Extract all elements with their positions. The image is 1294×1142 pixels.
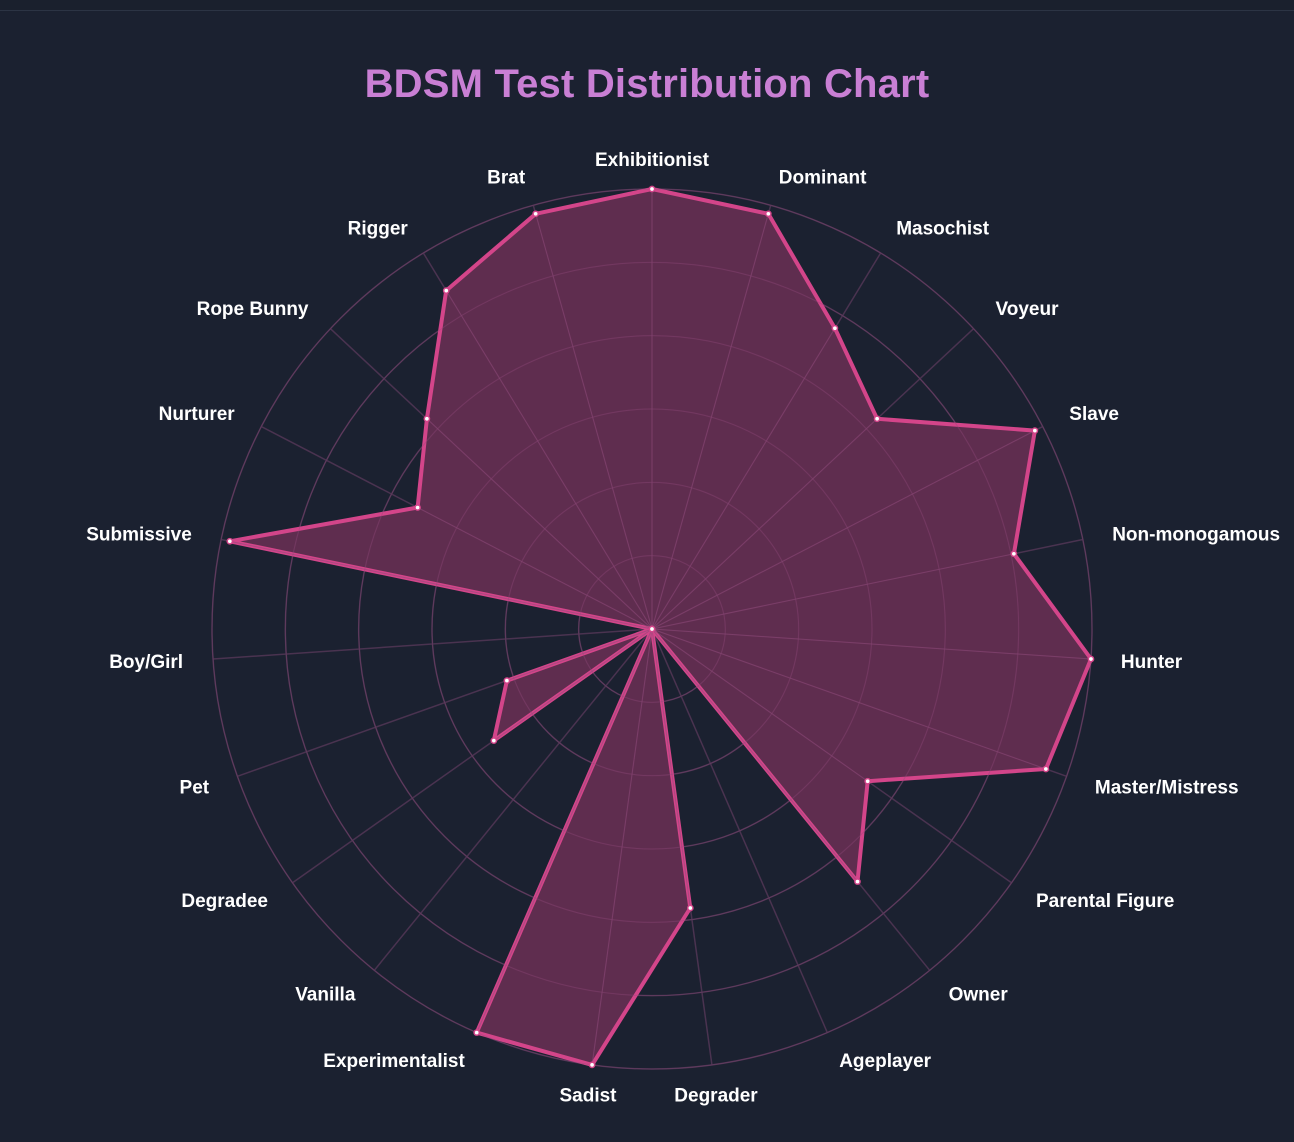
data-point-sadist [588, 1061, 596, 1069]
axis-label-voyeur: Voyeur [996, 299, 1060, 320]
axis-label-hunter: Hunter [1121, 652, 1183, 673]
data-point-boy-girl [648, 625, 656, 633]
data-point-degradee [490, 737, 498, 744]
inner-spoke [651, 628, 1092, 660]
inner-ring [431, 408, 873, 850]
inner-spoke [651, 327, 836, 630]
data-point-parental-figure [864, 777, 872, 785]
axis-label-boy-girl: Boy/Girl [109, 652, 183, 673]
data-point-experimentalist [473, 1029, 481, 1036]
axis-label-pet: Pet [180, 777, 210, 798]
top-bar [0, 0, 1294, 11]
axis-label-owner: Owner [949, 985, 1009, 1006]
axis-label-experimentalist: Experimentalist [323, 1051, 465, 1072]
inner-spoke [493, 628, 653, 742]
inner-spoke [476, 628, 653, 1033]
data-point-owner [854, 878, 861, 885]
axis-label-parental-figure: Parental Figure [1036, 891, 1174, 912]
data-point-hunter [1087, 655, 1095, 663]
inner-spoke [651, 418, 878, 630]
inner-spoke [591, 628, 653, 1065]
inner-spoke [229, 540, 653, 630]
data-point-slave [1031, 427, 1039, 434]
inner-spoke [651, 553, 1014, 630]
chart-title: BDSM Test Distribution Chart [364, 62, 930, 106]
data-point-exhibitionist [648, 185, 656, 193]
inner-spoke [506, 628, 653, 682]
axis-label-sadist: Sadist [559, 1086, 617, 1107]
axis-label-rigger: Rigger [348, 218, 409, 239]
axis-label-rope-bunny: Rope Bunny [197, 299, 309, 320]
axis-label-submissive: Submissive [86, 524, 192, 545]
axis-label-slave: Slave [1069, 404, 1119, 425]
data-point-pet [503, 677, 511, 684]
data-point-rope-bunny [423, 415, 431, 423]
series-layer [211, 185, 1095, 1070]
data-point-submissive [226, 537, 234, 545]
data-point-rigger [442, 287, 450, 294]
inner-spoke [651, 213, 769, 630]
data-point-non-monogamous [1010, 550, 1018, 558]
inner-spoke [417, 507, 653, 630]
inner-spoke [651, 628, 858, 882]
data-point-brat [532, 210, 540, 218]
inner-spoke [426, 418, 653, 630]
axis-label-master-mistress: Master/Mistress [1095, 777, 1239, 798]
axis-label-brat: Brat [487, 167, 526, 188]
inner-spoke [651, 628, 1047, 770]
grid-spoke [212, 628, 653, 660]
inner-ring [284, 261, 1020, 997]
axis-label-nurturer: Nurturer [159, 404, 236, 425]
inner-ring [358, 335, 946, 923]
data-point-nurturer [414, 504, 421, 511]
inner-ring [504, 481, 800, 777]
grid-spoke [373, 628, 653, 971]
label-layer: Exhibitionist Dominant Masochist Voyeur Slav… [86, 150, 1280, 1107]
data-point-dominant [764, 210, 772, 218]
axis-label-dominant: Dominant [779, 167, 867, 188]
inner-spoke [535, 213, 653, 630]
axis-label-degrader: Degrader [674, 1086, 758, 1107]
axis-label-masochist: Masochist [896, 218, 990, 239]
data-point-master-mistress [1042, 765, 1050, 773]
inner-spoke [651, 430, 1036, 630]
inner-spoke [651, 628, 868, 782]
data-point-voyeur [873, 415, 881, 423]
axis-label-ageplayer: Ageplayer [839, 1051, 931, 1072]
axis-label-degradee: Degradee [181, 891, 268, 912]
data-point-degrader [686, 904, 694, 912]
grid-spoke [651, 628, 828, 1033]
axis-label-vanilla: Vanilla [295, 985, 356, 1006]
inner-spoke [651, 628, 691, 909]
inner-ring [578, 555, 726, 703]
axis-label-non-monogamous: Non-monogamous [1112, 524, 1280, 545]
axis-label-exhibitionist: Exhibitionist [595, 150, 710, 171]
inner-spoke [445, 290, 653, 630]
data-point-masochist [831, 324, 839, 332]
